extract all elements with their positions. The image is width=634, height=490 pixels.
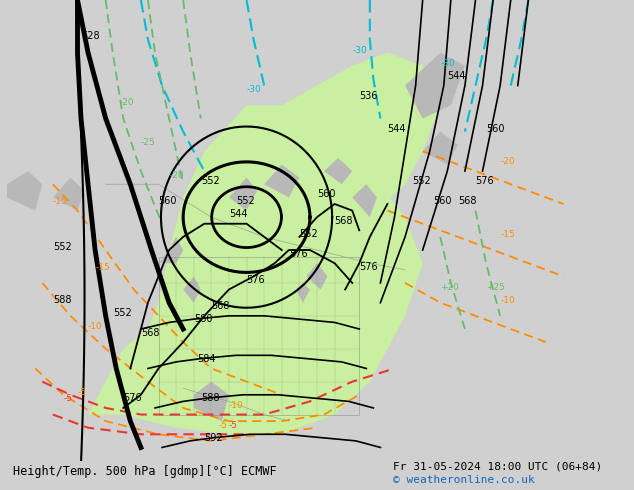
Text: -30: -30	[247, 85, 261, 94]
Polygon shape	[423, 132, 458, 165]
Text: -25: -25	[141, 138, 155, 147]
Text: 576: 576	[359, 262, 378, 272]
Text: 560: 560	[317, 190, 335, 199]
Polygon shape	[353, 184, 377, 217]
Text: -30: -30	[440, 59, 455, 68]
Text: 536: 536	[359, 91, 378, 101]
Text: -5: -5	[229, 421, 238, 430]
Text: -30: -30	[353, 46, 367, 55]
Text: 576: 576	[476, 176, 494, 186]
Text: 568: 568	[458, 196, 476, 206]
Polygon shape	[194, 382, 229, 421]
Polygon shape	[183, 276, 201, 303]
Text: 588: 588	[201, 393, 219, 403]
Text: 560: 560	[486, 123, 505, 134]
Text: 568: 568	[141, 328, 159, 338]
Text: 552: 552	[113, 308, 131, 318]
Polygon shape	[324, 158, 353, 184]
Text: 552: 552	[201, 176, 219, 186]
Text: +20: +20	[440, 283, 459, 292]
Text: 552: 552	[53, 242, 72, 252]
Text: 560: 560	[433, 196, 452, 206]
Text: 588: 588	[53, 294, 72, 305]
Text: 580: 580	[194, 315, 212, 324]
Text: -20: -20	[169, 171, 184, 180]
Text: 560: 560	[158, 196, 177, 206]
Polygon shape	[7, 171, 42, 211]
Text: -5: -5	[77, 388, 86, 397]
Text: -15: -15	[53, 197, 68, 206]
Text: -20: -20	[500, 157, 515, 167]
Text: 576: 576	[247, 275, 265, 285]
Text: 584: 584	[197, 354, 216, 364]
Text: 576: 576	[289, 248, 307, 259]
Text: -10: -10	[500, 295, 515, 305]
Text: 576: 576	[123, 393, 142, 403]
Text: -15: -15	[500, 230, 515, 239]
Text: 544: 544	[229, 209, 247, 219]
Text: +25: +25	[486, 283, 505, 292]
Polygon shape	[88, 105, 423, 434]
Text: -5: -5	[63, 394, 72, 403]
Text: 568: 568	[211, 301, 230, 311]
Text: 568: 568	[335, 216, 353, 226]
Polygon shape	[405, 52, 465, 119]
Text: Fr 31-05-2024 18:00 UTC (06+84): Fr 31-05-2024 18:00 UTC (06+84)	[393, 462, 602, 471]
Polygon shape	[281, 52, 440, 237]
Text: -5: -5	[218, 421, 228, 430]
Polygon shape	[53, 178, 84, 211]
Text: -10: -10	[88, 322, 103, 331]
Polygon shape	[158, 237, 183, 263]
Text: Height/Temp. 500 hPa [gdmp][°C] ECMWF: Height/Temp. 500 hPa [gdmp][°C] ECMWF	[13, 465, 276, 478]
Text: © weatheronline.co.uk: © weatheronline.co.uk	[393, 475, 535, 485]
Text: 528: 528	[81, 31, 100, 42]
Text: -20: -20	[120, 98, 134, 107]
Polygon shape	[306, 263, 328, 290]
Text: 552: 552	[412, 176, 431, 186]
Text: 552: 552	[236, 196, 255, 206]
Text: 544: 544	[448, 71, 466, 81]
Text: -15: -15	[95, 263, 110, 272]
Text: -10: -10	[229, 401, 243, 410]
Polygon shape	[264, 165, 299, 197]
Polygon shape	[296, 283, 310, 303]
Text: 592: 592	[204, 433, 223, 443]
Polygon shape	[229, 178, 257, 211]
Text: 544: 544	[387, 123, 406, 134]
Text: 552: 552	[299, 229, 318, 239]
